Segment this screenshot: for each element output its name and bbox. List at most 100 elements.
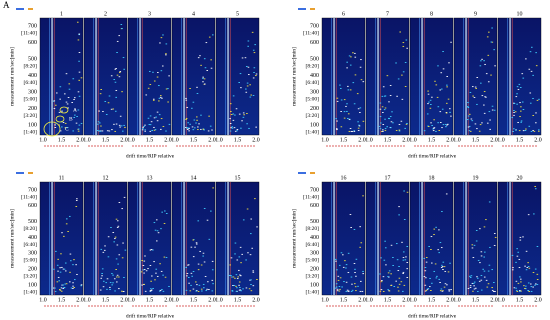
x-tick-label: 1.0	[215, 297, 223, 303]
peak	[438, 229, 440, 231]
peak	[433, 270, 436, 272]
peak	[196, 86, 198, 88]
peak	[57, 258, 59, 260]
peak	[121, 91, 123, 93]
spectrum	[171, 181, 216, 296]
peak	[384, 107, 387, 109]
peak	[197, 126, 199, 128]
peak	[441, 127, 443, 129]
peak	[154, 279, 156, 281]
peak	[122, 242, 124, 244]
peak	[153, 261, 155, 263]
spectrum	[321, 181, 366, 296]
peak	[200, 288, 203, 290]
peak	[535, 283, 537, 285]
y-tick-label: [11:40]	[21, 30, 37, 36]
peak	[406, 122, 408, 124]
peak	[398, 129, 401, 131]
peak	[234, 114, 236, 116]
peak	[238, 281, 241, 283]
peak	[359, 226, 361, 228]
peak	[406, 191, 409, 193]
peak	[119, 115, 122, 117]
peak	[491, 289, 494, 291]
peak	[99, 130, 102, 132]
peak	[406, 268, 409, 270]
peak	[186, 275, 188, 277]
peak	[67, 97, 70, 98]
peak	[101, 273, 103, 274]
peak	[487, 81, 490, 83]
peak	[340, 252, 343, 254]
peak	[186, 127, 189, 129]
peak	[335, 260, 337, 262]
peak	[247, 252, 249, 254]
peak	[185, 97, 187, 99]
peak	[123, 277, 125, 278]
peak	[493, 245, 496, 246]
peak	[437, 249, 439, 251]
y-tick-label: [6:40]	[24, 80, 38, 86]
peak	[76, 116, 78, 117]
peak	[519, 278, 522, 280]
peak	[195, 122, 197, 124]
peak	[203, 83, 206, 85]
peak	[159, 289, 162, 291]
peak	[528, 290, 531, 292]
peak	[535, 112, 537, 114]
peak	[61, 284, 63, 286]
peak	[230, 111, 232, 112]
peak	[211, 269, 214, 271]
peak	[116, 281, 118, 283]
peak	[480, 274, 483, 276]
colorbar-icon	[16, 172, 24, 174]
peak	[142, 265, 145, 266]
peak	[121, 28, 123, 30]
peak	[208, 289, 210, 290]
peak	[114, 110, 117, 112]
peak	[196, 92, 199, 94]
peak	[240, 262, 242, 264]
peak	[428, 246, 430, 247]
peak	[201, 290, 203, 292]
peak	[252, 285, 255, 287]
peak	[236, 129, 239, 130]
peak	[450, 41, 452, 43]
peak	[383, 259, 386, 261]
y-tick-label: [1:40]	[306, 129, 320, 135]
peak	[188, 130, 190, 132]
peak	[235, 108, 238, 110]
peak	[397, 270, 400, 272]
peak	[446, 124, 448, 126]
peak	[202, 77, 204, 79]
peak	[402, 45, 405, 47]
peak	[395, 243, 398, 245]
peak	[533, 213, 535, 215]
peak	[152, 99, 155, 101]
peak	[233, 127, 236, 129]
peak	[488, 201, 491, 203]
peak	[440, 267, 443, 268]
peak	[446, 284, 448, 286]
peak	[73, 287, 76, 288]
peak	[68, 83, 71, 85]
peak	[354, 268, 356, 270]
peak	[54, 287, 56, 289]
peak	[381, 280, 383, 281]
peak	[74, 109, 76, 111]
peak	[229, 123, 232, 124]
peak	[254, 44, 256, 46]
peak	[234, 130, 237, 132]
peak	[98, 130, 100, 132]
peak	[102, 286, 105, 288]
peak	[55, 250, 57, 252]
colorbar-icon	[310, 8, 315, 10]
x-tick-label: 1.0	[127, 297, 135, 303]
peak	[490, 41, 493, 43]
peak	[433, 119, 435, 121]
x-tick-label: 1.5	[234, 297, 242, 303]
peak	[195, 290, 198, 291]
peak	[529, 92, 532, 94]
peak	[210, 210, 212, 212]
peak	[353, 130, 356, 132]
